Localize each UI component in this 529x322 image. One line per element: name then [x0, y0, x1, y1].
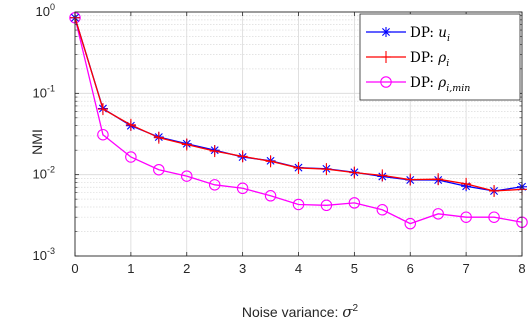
data-point: [381, 27, 391, 37]
data-point: [237, 150, 248, 163]
data-point: [208, 179, 221, 191]
data-point: [405, 173, 416, 186]
marker-stroke: [382, 28, 390, 36]
data-point: [125, 118, 136, 131]
y-tick-exponent: -2: [47, 165, 55, 175]
data-point: [293, 161, 304, 174]
data-point: [236, 182, 249, 195]
legend-subscript: i: [446, 58, 449, 69]
data-point: [348, 197, 361, 209]
legend-symbol: ρ: [437, 50, 446, 66]
x-tick-label: 7: [463, 261, 470, 276]
data-point: [349, 166, 360, 179]
data-point: [181, 138, 192, 151]
legend-entry-2: DP: ρi,min: [366, 75, 470, 94]
data-point: [321, 163, 332, 176]
data-point: [404, 217, 416, 230]
data-point: [320, 199, 333, 212]
y-tick-label: 10-1: [33, 83, 55, 100]
y-tick-exponent: -3: [47, 246, 55, 256]
legend-symbol: ρ: [437, 75, 446, 91]
x-tick-label: 4: [295, 261, 302, 276]
legend-label: DP: ρi: [410, 50, 449, 69]
legend-entry-1: DP: ρi: [366, 50, 449, 69]
data-point: [433, 173, 444, 186]
x-tick-label: 3: [239, 261, 246, 276]
data-point: [488, 211, 500, 223]
x-axis-label: Noise variance: σ2: [242, 303, 359, 321]
y-tick-base: 10: [33, 248, 47, 263]
data-point: [265, 155, 276, 168]
data-point: [97, 103, 108, 116]
data-point: [489, 184, 500, 197]
legend-prefix: DP:: [410, 25, 438, 41]
data-point: [153, 163, 165, 176]
legend-prefix: DP:: [410, 50, 438, 66]
y-tick-label: 100: [36, 2, 55, 19]
data-point: [181, 170, 193, 182]
y-tick-base: 10: [33, 85, 47, 100]
y-tick-label: 10-3: [33, 246, 55, 263]
data-point: [97, 128, 109, 141]
x-axis-label-symbol: σ: [342, 303, 353, 321]
x-tick-label: 8: [518, 261, 525, 276]
data-point: [264, 190, 277, 202]
data-point: [461, 177, 472, 190]
y-axis-label: NMI: [29, 129, 45, 155]
data-point: [432, 208, 444, 220]
legend-label: DP: ρi,min: [410, 75, 470, 94]
y-tick-base: 10: [33, 167, 47, 182]
legend-subscript: i,min: [446, 83, 470, 94]
y-tick-label: 10-2: [33, 165, 55, 182]
x-tick-label: 1: [127, 261, 134, 276]
y-tick-base: 10: [36, 4, 50, 19]
legend-symbol: u: [438, 25, 447, 41]
y-tick-exponent: -1: [47, 83, 55, 93]
legend-entry-0: DP: ui: [366, 25, 450, 44]
data-point: [380, 76, 392, 88]
x-tick-label: 5: [351, 261, 358, 276]
series-line: [74, 17, 523, 225]
axes-layer: [74, 11, 523, 257]
series-2: [69, 11, 528, 230]
x-tick-label: 2: [183, 261, 190, 276]
legend-prefix: DP:: [410, 75, 438, 91]
y-tick-exponent: 0: [50, 2, 55, 12]
data-point: [153, 131, 164, 144]
x-tick-label: 6: [407, 261, 414, 276]
data-point: [292, 198, 305, 211]
legend-label: DP: ui: [410, 25, 450, 44]
x-tick-label: 0: [71, 261, 78, 276]
data-point: [377, 169, 388, 182]
x-axis-label-exponent: 2: [353, 303, 359, 314]
data-point: [460, 211, 472, 223]
data-point: [381, 51, 391, 63]
legend-subscript: i: [447, 33, 450, 44]
data-point: [376, 204, 389, 216]
x-axis-label-text: Noise variance:: [242, 304, 342, 320]
data-point: [125, 151, 137, 163]
data-point: [209, 145, 220, 158]
